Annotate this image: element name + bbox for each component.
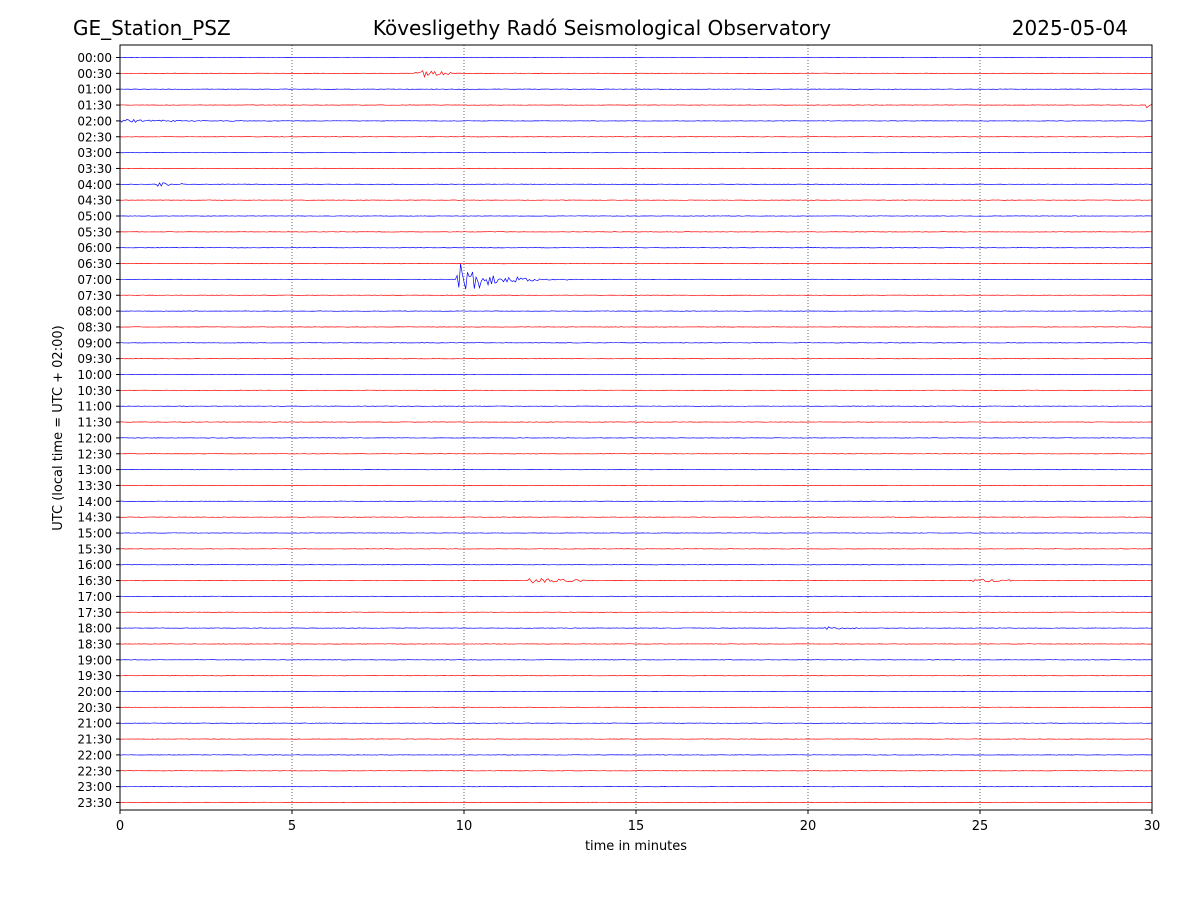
y-tick-label: 02:00 (77, 114, 112, 128)
y-axis-label: UTC (local time = UTC + 02:00) (51, 325, 66, 530)
y-tick-label: 20:30 (77, 701, 112, 715)
y-tick-label: 12:30 (77, 447, 112, 461)
y-tick-label: 15:30 (77, 542, 112, 556)
y-tick-label: 01:30 (77, 99, 112, 113)
y-tick-label: 21:30 (77, 733, 112, 747)
y-tick-label: 10:00 (77, 368, 112, 382)
y-tick-label: 01:00 (77, 83, 112, 97)
y-tick-label: 05:00 (77, 210, 112, 224)
y-tick-label: 23:30 (77, 796, 112, 810)
station-title: GE_Station_PSZ (73, 16, 231, 40)
y-tick-label: 00:00 (77, 51, 112, 65)
y-tick-label: 17:00 (77, 590, 112, 604)
y-tick-label: 11:30 (77, 416, 112, 430)
y-tick-label: 16:30 (77, 574, 112, 588)
trace-0130 (120, 104, 1152, 107)
y-tick-label: 03:00 (77, 146, 112, 160)
y-tick-label: 10:30 (77, 384, 112, 398)
x-axis-label: time in minutes (585, 839, 687, 854)
y-tick-label: 07:30 (77, 289, 112, 303)
y-tick-label: 16:00 (77, 558, 112, 572)
y-tick-label: 18:30 (77, 637, 112, 651)
y-tick-label: 14:30 (77, 511, 112, 525)
y-tick-label: 21:00 (77, 717, 112, 731)
y-tick-label: 19:00 (77, 653, 112, 667)
y-tick-label: 06:00 (77, 241, 112, 255)
y-tick-label: 00:30 (77, 67, 112, 81)
y-tick-label: 09:30 (77, 352, 112, 366)
x-ticks: 0 5 10 15 20 25 30 (116, 810, 1160, 834)
y-tick-label: 11:00 (77, 400, 112, 414)
x-tick-label: 25 (972, 819, 989, 834)
y-tick-label: 12:00 (77, 431, 112, 445)
y-tick-label: 13:30 (77, 479, 112, 493)
x-tick-label: 0 (116, 819, 124, 834)
y-tick-label: 17:30 (77, 606, 112, 620)
y-tick-label: 08:00 (77, 305, 112, 319)
y-tick-label: 08:30 (77, 320, 112, 334)
y-tick-label: 04:00 (77, 178, 112, 192)
x-tick-label: 5 (288, 819, 296, 834)
y-tick-label: 09:00 (77, 336, 112, 350)
x-tick-label: 10 (456, 819, 473, 834)
y-tick-label: 19:30 (77, 669, 112, 683)
trace-0200 (120, 119, 1152, 122)
y-tick-label: 22:30 (77, 764, 112, 778)
y-tick-label: 20:00 (77, 685, 112, 699)
y-tick-label: 14:00 (77, 495, 112, 509)
x-tick-label: 20 (800, 819, 817, 834)
grid-lines (292, 45, 980, 810)
y-tick-label: 03:30 (77, 162, 112, 176)
trace-0030 (120, 71, 1152, 77)
x-tick-label: 15 (628, 819, 645, 834)
y-tick-label: 23:00 (77, 780, 112, 794)
y-tick-label: 04:30 (77, 194, 112, 208)
x-tick-label: 30 (1144, 819, 1161, 834)
date-title: 2025-05-04 (1012, 16, 1128, 40)
y-tick-label: 07:00 (77, 273, 112, 287)
y-tick-label: 05:30 (77, 225, 112, 239)
y-tick-label: 02:30 (77, 130, 112, 144)
y-tick-label: 15:00 (77, 527, 112, 541)
y-tick-label: 13:00 (77, 463, 112, 477)
y-tick-label: 22:00 (77, 748, 112, 762)
y-tick-label: 06:30 (77, 257, 112, 271)
y-tick-label: 18:00 (77, 622, 112, 636)
observatory-title: Kövesligethy Radó Seismological Observat… (373, 16, 831, 40)
